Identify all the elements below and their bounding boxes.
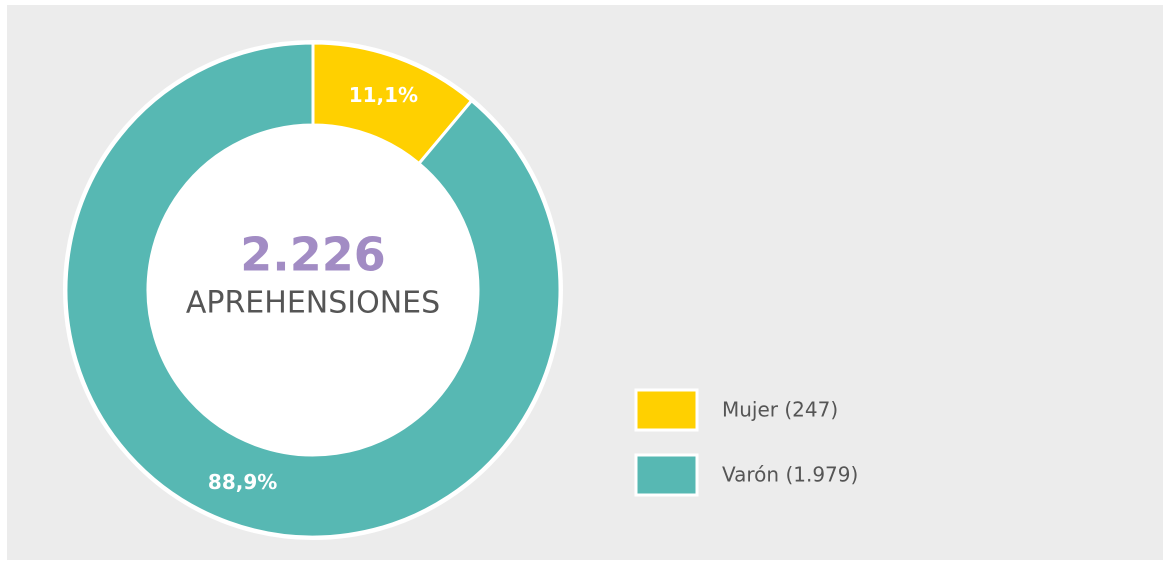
legend-label: Mujer (247) xyxy=(722,398,838,422)
legend-swatch xyxy=(634,453,699,497)
value-label: 88,9% xyxy=(208,470,277,494)
legend-swatch xyxy=(634,388,699,432)
legend-label: Varón (1.979) xyxy=(722,463,858,487)
center-subtitle: APREHENSIONES xyxy=(186,286,440,321)
center-title: 2.226 xyxy=(240,228,386,282)
inner-hole xyxy=(148,125,478,455)
value-label: 11,1% xyxy=(349,83,418,107)
outer-ring xyxy=(63,40,563,540)
